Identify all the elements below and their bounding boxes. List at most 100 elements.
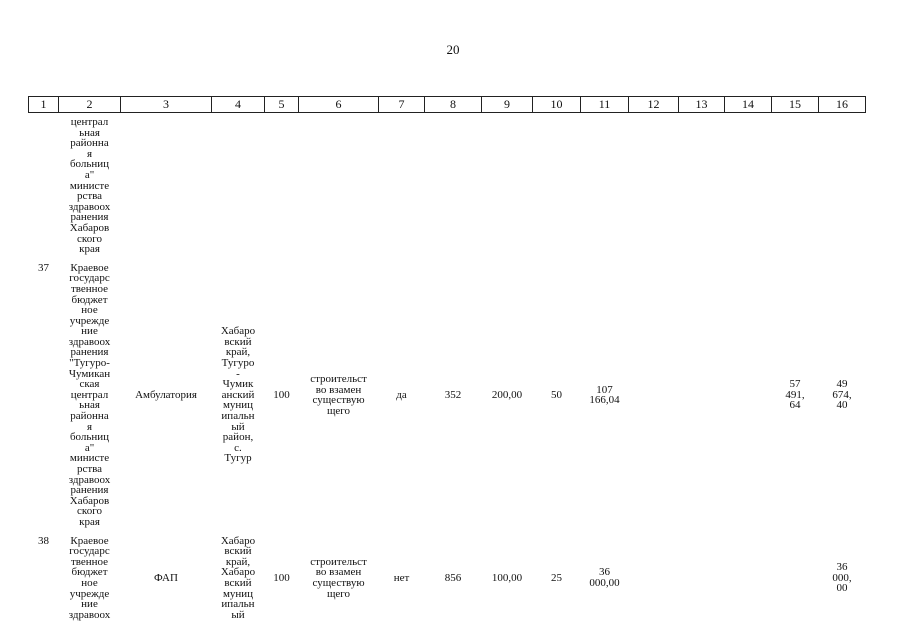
header-cell: 6 bbox=[298, 96, 379, 113]
cell-text: 352 bbox=[444, 388, 462, 401]
cell-text: 25 bbox=[551, 571, 562, 584]
cell-text: края bbox=[79, 515, 100, 528]
table-cell: 100 bbox=[265, 532, 299, 625]
table-cell: Краевое государс твенное бюджет ное учрежде ни… bbox=[59, 259, 121, 532]
table-cell: 50 bbox=[533, 259, 581, 532]
cell-text: районна bbox=[70, 410, 109, 423]
table-cell: 856 bbox=[425, 532, 482, 625]
header-cell: 13 bbox=[678, 96, 725, 113]
table-cell: Хабаро вский край, Хабаро вский муниц ипальн ый bbox=[212, 532, 265, 625]
table: 1 2 3 4 5 6 7 8 9 10 11 12 13 14 15 16 централ ьная район… bbox=[28, 96, 866, 624]
table-cell: Хабаро вский край, Тугуро - Чумик анский муниц и… bbox=[212, 259, 265, 532]
table-cell bbox=[725, 113, 772, 259]
cell-text: 107 bbox=[596, 383, 613, 396]
header-cell: 12 bbox=[628, 96, 679, 113]
cell-text: 856 bbox=[444, 571, 462, 584]
table-cell: нет bbox=[379, 532, 425, 625]
cell-text: государс bbox=[69, 272, 110, 285]
cell-text: вский bbox=[224, 576, 252, 589]
table-cell bbox=[581, 113, 629, 259]
cell-text: щего bbox=[326, 404, 351, 417]
cell-text: бюджет bbox=[71, 566, 108, 579]
table-cell bbox=[425, 113, 482, 259]
cell-text: ского bbox=[77, 505, 102, 518]
cell-text: края bbox=[79, 243, 100, 256]
cell-text: да bbox=[396, 388, 407, 401]
cell-text: Краевое bbox=[70, 261, 109, 274]
cell-text: во взамен bbox=[315, 383, 362, 396]
table-cell bbox=[265, 113, 299, 259]
cell-text: ьная bbox=[79, 126, 100, 139]
cell-text: щего bbox=[326, 587, 351, 600]
cell-text: 000, bbox=[832, 571, 852, 584]
cell-text: Хабаро bbox=[220, 325, 256, 338]
cell-text: Амбулатория bbox=[135, 388, 197, 401]
cell-text: район, bbox=[222, 431, 254, 444]
table-cell: Краевое государс твенное бюджет ное учрежде ни… bbox=[59, 532, 121, 625]
cell-text: учрежде bbox=[69, 587, 110, 600]
table-cell bbox=[629, 113, 679, 259]
cell-text: ранения bbox=[70, 211, 109, 224]
table-cell bbox=[679, 113, 725, 259]
cell-text: ипальн bbox=[221, 410, 255, 423]
cell-text: бюджет bbox=[71, 293, 108, 306]
table-cell: 57 491, 64 bbox=[772, 259, 819, 532]
table-cell: централ ьная районна я больниц а" министе рства… bbox=[59, 113, 121, 259]
header-cell: 4 bbox=[211, 96, 265, 113]
table-cell: 38 bbox=[29, 532, 59, 625]
table-row: централ ьная районна я больниц а" министе рства… bbox=[29, 113, 866, 259]
cell-text: 166,04 bbox=[589, 394, 620, 407]
cell-text: районна bbox=[70, 137, 109, 150]
cell-text: твенное bbox=[70, 555, 109, 568]
cell-text: Тугуро bbox=[221, 357, 255, 370]
table-cell bbox=[629, 259, 679, 532]
cell-text: во взамен bbox=[315, 566, 362, 579]
cell-text: строительст bbox=[310, 555, 367, 568]
header-cell: 16 bbox=[818, 96, 866, 113]
cell-text: Чумикан bbox=[68, 367, 111, 380]
cell-text: рства bbox=[76, 463, 103, 475]
table-cell: строительст во взамен существую щего bbox=[299, 532, 379, 625]
cell-text: край, bbox=[225, 555, 251, 568]
cell-text: твенное bbox=[70, 282, 109, 295]
cell-text: существую bbox=[312, 394, 365, 407]
cell-text: 200,00 bbox=[491, 388, 523, 401]
cell-text: Хабаров bbox=[69, 221, 110, 234]
cell-text: централ bbox=[70, 388, 109, 401]
cell-text: Хабаров bbox=[69, 494, 110, 507]
cell-text: ская bbox=[79, 378, 100, 391]
cell-text: 50 bbox=[551, 388, 562, 401]
cell-text: Хабаро bbox=[220, 534, 256, 547]
cell-text: существую bbox=[312, 576, 365, 589]
cell-text: вский bbox=[224, 335, 252, 348]
table-cell bbox=[679, 259, 725, 532]
cell-text: 491, bbox=[785, 388, 805, 401]
cell-text: централ bbox=[70, 116, 109, 128]
header-cell: 7 bbox=[378, 96, 425, 113]
cell-text: ый bbox=[231, 420, 245, 433]
cell-text: 00 bbox=[836, 582, 848, 595]
cell-text: ый bbox=[231, 608, 245, 621]
header-cell: 15 bbox=[771, 96, 819, 113]
cell-text: больниц bbox=[69, 158, 110, 171]
table-row: 38 Краевое государс твенное бюджет ное учрежде… bbox=[29, 532, 866, 625]
table-cell bbox=[629, 532, 679, 625]
header-cell: 2 bbox=[58, 96, 121, 113]
cell-text: государс bbox=[69, 545, 110, 558]
header-cell: 11 bbox=[580, 96, 629, 113]
cell-text: я bbox=[86, 147, 93, 160]
cell-text: ние bbox=[81, 325, 98, 338]
table-cell bbox=[482, 113, 533, 259]
cell-text: край, bbox=[225, 346, 251, 359]
cell-text: 100 bbox=[273, 571, 290, 584]
cell-text: учрежде bbox=[69, 314, 110, 327]
table-cell: 37 bbox=[29, 259, 59, 532]
table-cell: ФАП bbox=[121, 532, 212, 625]
table-cell: строительст во взамен существую щего bbox=[299, 259, 379, 532]
table-cell bbox=[121, 113, 212, 259]
page-number: 20 bbox=[446, 42, 460, 57]
cell-text: ние bbox=[81, 598, 98, 611]
table-cell bbox=[29, 113, 59, 259]
